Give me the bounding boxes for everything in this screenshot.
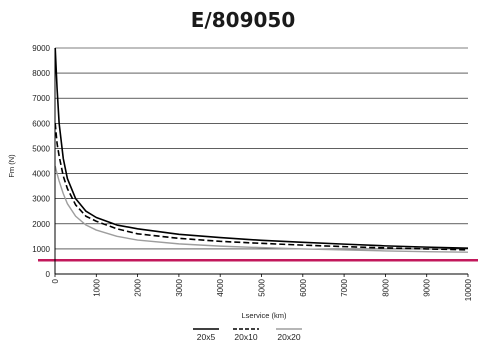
x-tick-label-10: 10000 xyxy=(464,278,473,301)
y-tick-label-9: 9000 xyxy=(32,44,50,53)
x-axis-label: Lservice (km) xyxy=(241,311,287,320)
series-line-20-x-20 xyxy=(54,165,469,253)
series-group xyxy=(54,47,469,253)
axes xyxy=(54,48,469,277)
chart-title: E/809050 xyxy=(191,8,295,32)
y-tick-label-4: 4000 xyxy=(32,170,50,179)
x-tick-label-1: 1000 xyxy=(92,278,101,296)
x-tick-labels: 0 1000 2000 3000 4000 5000 6000 7000 8000 9000 100… xyxy=(51,278,473,301)
x-tick-label-9: 9000 xyxy=(423,278,432,296)
legend-label-2: 20x20 xyxy=(277,332,300,342)
y-tick-label-8: 8000 xyxy=(32,69,50,78)
y-tick-label-6: 6000 xyxy=(32,119,50,128)
legend-label-0: 20x5 xyxy=(197,332,216,342)
x-tick-label-0: 0 xyxy=(51,278,60,283)
y-axis-label: Fm (N) xyxy=(7,154,16,178)
x-tick-label-5: 5000 xyxy=(258,278,267,296)
y-tick-labels: 0 1000 2000 3000 4000 5000 6000 7000 8000 9000 xyxy=(32,44,50,279)
x-tick-label-3: 3000 xyxy=(175,278,184,296)
y-tick-label-0: 0 xyxy=(46,270,51,279)
series-line-20-x-5 xyxy=(54,47,469,249)
grid xyxy=(55,47,468,275)
y-tick-label-1: 1000 xyxy=(32,245,50,254)
x-tick-label-2: 2000 xyxy=(134,278,143,296)
y-tick-label-3: 3000 xyxy=(32,195,50,204)
y-tick-label-7: 7000 xyxy=(32,94,50,103)
x-tick-label-7: 7000 xyxy=(340,278,349,296)
series-line-20-x-10 xyxy=(54,123,469,251)
y-tick-label-2: 2000 xyxy=(32,220,50,229)
x-tick-label-6: 6000 xyxy=(299,278,308,296)
legend: 20x5 20x10 20x20 xyxy=(193,328,302,342)
y-tick-label-5: 5000 xyxy=(32,144,50,153)
x-tick-label-4: 4000 xyxy=(216,278,225,296)
legend-label-1: 20x10 xyxy=(234,332,257,342)
x-tick-label-8: 8000 xyxy=(381,278,390,296)
